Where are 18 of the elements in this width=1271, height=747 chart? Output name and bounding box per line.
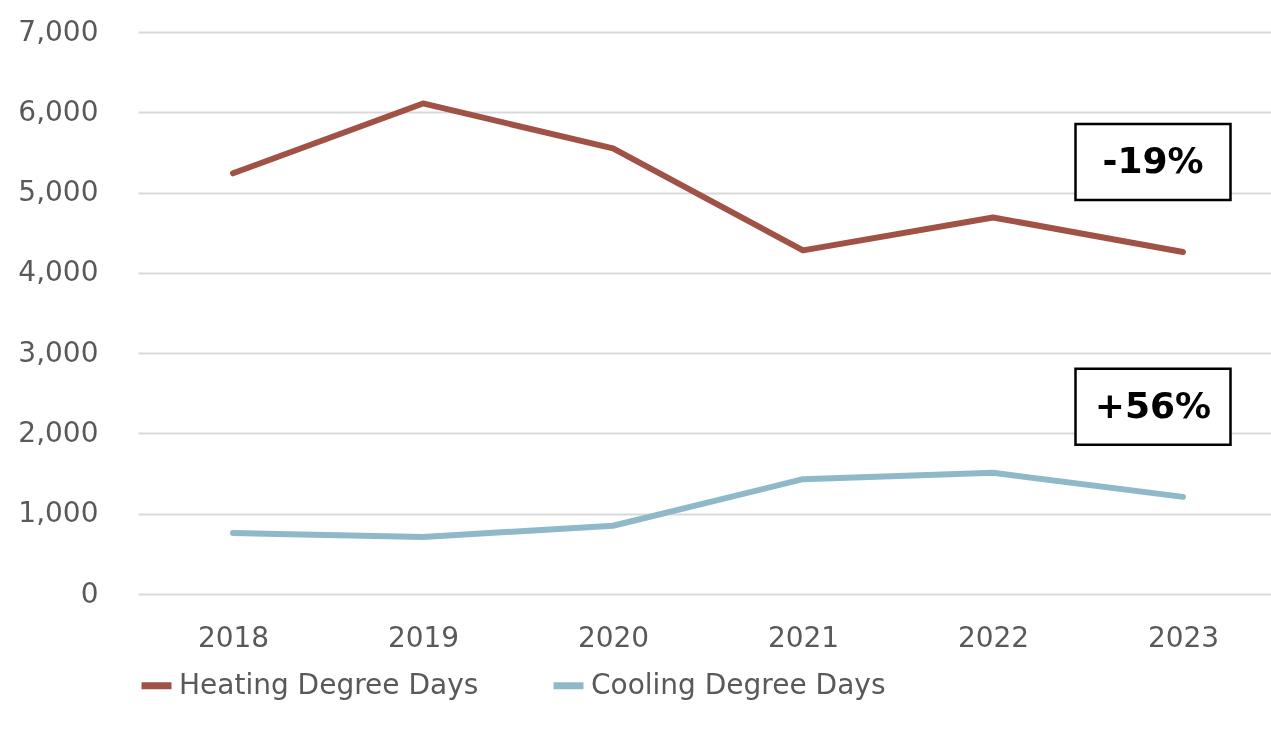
- legend-label: Heating Degree Days: [179, 667, 479, 701]
- annotation: +56%: [1094, 384, 1212, 426]
- y-tick-label: 7,000: [18, 14, 99, 48]
- x-tick-label: 2020: [577, 620, 650, 654]
- y-tick-label: 1,000: [18, 496, 99, 530]
- y-tick-label: 0: [80, 576, 99, 610]
- y-tick-label: 6,000: [18, 94, 99, 128]
- y-tick-label: 4,000: [18, 255, 99, 289]
- y-tick-label: 5,000: [18, 175, 99, 209]
- x-tick-label: 2022: [957, 620, 1030, 654]
- y-tick-label: 2,000: [18, 415, 99, 449]
- legend-label: Cooling Degree Days: [591, 667, 886, 701]
- x-tick-label: 2018: [197, 620, 270, 654]
- x-tick-label: 2021: [767, 620, 840, 654]
- y-tick-label: 3,000: [18, 335, 99, 369]
- x-tick-label: 2023: [1147, 620, 1220, 654]
- x-tick-label: 2019: [387, 620, 460, 654]
- annotation: -19%: [1102, 139, 1204, 181]
